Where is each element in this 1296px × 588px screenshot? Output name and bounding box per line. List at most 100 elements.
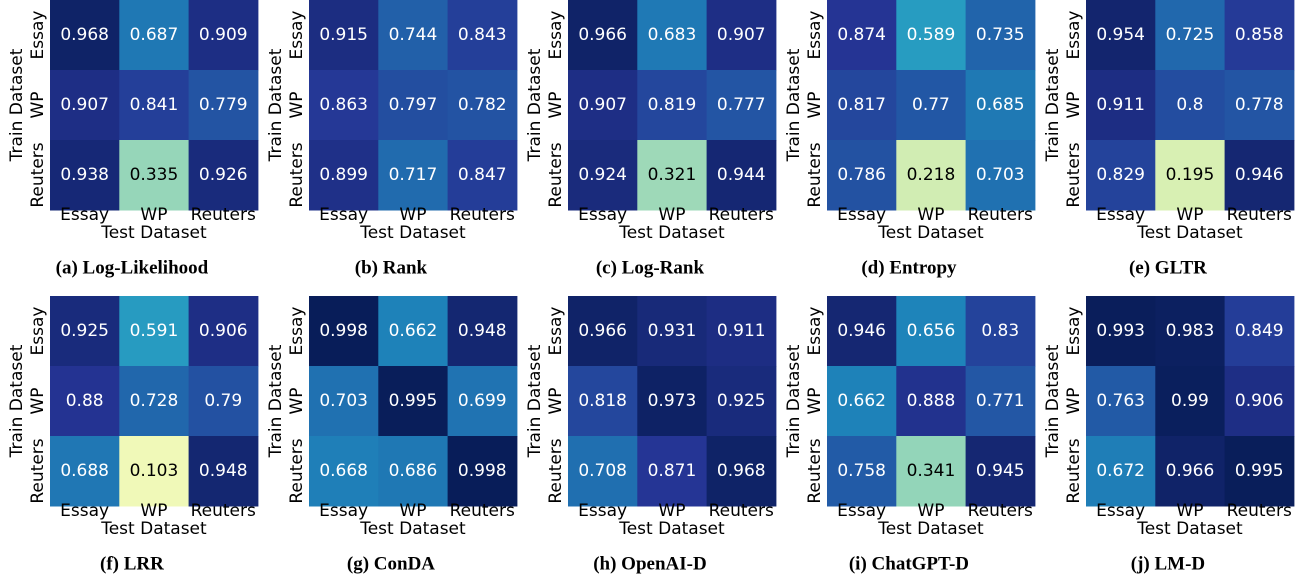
heatmap-cell [896, 296, 967, 367]
cell-label: 0.966 [1166, 461, 1215, 481]
heatmap-panel: 0.925 0.591 0.906 0.88 0.728 0.79 0.688 0.103 0.… [7, 296, 259, 574]
x-axis-label: Test Dataset [100, 223, 207, 243]
heatmap-cell [965, 0, 1036, 71]
heatmap-cell [827, 366, 897, 437]
x-tick-label: WP [140, 501, 167, 521]
heatmap-cell [50, 0, 120, 71]
cell-label: 0.817 [837, 95, 886, 115]
heatmap-cell [1086, 296, 1156, 367]
heatmap-cell [965, 366, 1036, 437]
x-tick-label: WP [658, 501, 685, 521]
heatmap-cell [827, 70, 897, 141]
cell-label: 0.8 [1176, 95, 1203, 115]
panel-caption: (g) ConDA [347, 553, 435, 574]
heatmap-cell [568, 0, 638, 71]
x-tick-label: WP [917, 501, 944, 521]
heatmap-cell [378, 140, 449, 211]
cell-label: 0.725 [1166, 25, 1215, 45]
heatmap-cell [188, 436, 259, 507]
x-axis-label: Test Dataset [359, 519, 466, 539]
x-tick-label: WP [658, 205, 685, 225]
cell-label: 0.946 [837, 321, 886, 341]
cell-label: 0.849 [1235, 321, 1284, 341]
y-tick-label: Essay [28, 307, 48, 356]
cell-label: 0.771 [976, 391, 1025, 411]
heatmap-cell [1155, 296, 1226, 367]
heatmap-cell [50, 366, 120, 437]
cell-label: 0.589 [907, 25, 956, 45]
heatmap-cell [637, 140, 708, 211]
panel-caption: (c) Log-Rank [596, 257, 705, 278]
heatmap-cell [188, 0, 259, 71]
heatmap-cell [637, 436, 708, 507]
panel-caption: (b) Rank [355, 257, 428, 278]
cell-label: 0.945 [976, 461, 1025, 481]
cell-label: 0.925 [60, 321, 109, 341]
heatmap-cell [965, 296, 1036, 367]
cell-label: 0.841 [130, 95, 179, 115]
x-tick-label: WP [1176, 501, 1203, 521]
x-axis-label: Test Dataset [618, 519, 725, 539]
y-tick-label: Essay [1064, 11, 1084, 60]
heatmap-cell [637, 366, 708, 437]
y-tick-label: Reuters [805, 142, 825, 207]
y-axis-label: Train Dataset [784, 48, 804, 162]
cell-label: 0.946 [1235, 165, 1284, 185]
cell-label: 0.218 [907, 165, 956, 185]
heatmap-cell [378, 296, 449, 367]
heatmap-cell [309, 140, 379, 211]
cell-label: 0.662 [837, 391, 886, 411]
y-axis-label: Train Dataset [525, 344, 545, 458]
x-axis-label: Test Dataset [100, 519, 207, 539]
heatmap-cell [706, 70, 777, 141]
x-tick-label: Essay [578, 501, 627, 521]
heatmap-cell [309, 0, 379, 71]
cell-label: 0.925 [717, 391, 766, 411]
cell-label: 0.786 [837, 165, 886, 185]
heatmap-cell [1155, 366, 1226, 437]
cell-label: 0.829 [1096, 165, 1145, 185]
heatmap-cell [637, 296, 708, 367]
x-tick-label: WP [399, 501, 426, 521]
y-tick-label: WP [1064, 387, 1084, 414]
cell-label: 0.973 [648, 391, 697, 411]
heatmap-cell [637, 70, 708, 141]
x-tick-label: WP [399, 205, 426, 225]
cell-label: 0.995 [389, 391, 438, 411]
heatmap-panel: 0.954 0.725 0.858 0.911 0.8 0.778 0.829 0.195 0.… [1043, 0, 1295, 278]
heatmap-cell [1086, 0, 1156, 71]
y-tick-label: WP [287, 387, 307, 414]
y-tick-label: WP [546, 91, 566, 118]
cell-label: 0.685 [976, 95, 1025, 115]
heatmap-cell [119, 0, 190, 71]
y-axis-label: Train Dataset [1043, 344, 1063, 458]
cell-label: 0.656 [907, 321, 956, 341]
cell-label: 0.668 [319, 461, 368, 481]
heatmap-cell [1086, 366, 1156, 437]
y-axis-label: Train Dataset [7, 344, 27, 458]
cell-label: 0.321 [648, 165, 697, 185]
heatmap-cell [378, 70, 449, 141]
y-tick-label: WP [28, 91, 48, 118]
heatmap-cell [188, 296, 259, 367]
heatmap-cell [119, 436, 190, 507]
cell-label: 0.735 [976, 25, 1025, 45]
cell-label: 0.708 [578, 461, 627, 481]
panel-caption: (a) Log-Likelihood [56, 257, 209, 278]
heatmap-cell [1086, 70, 1156, 141]
cell-label: 0.335 [130, 165, 179, 185]
cell-label: 0.777 [717, 95, 766, 115]
y-axis-label: Train Dataset [1043, 48, 1063, 162]
y-tick-label: Reuters [546, 142, 566, 207]
heatmap-cell [1155, 0, 1226, 71]
cell-label: 0.683 [648, 25, 697, 45]
heatmap-cell [447, 296, 518, 367]
x-tick-label: Essay [319, 205, 368, 225]
cell-label: 0.728 [130, 391, 179, 411]
y-tick-label: Essay [805, 307, 825, 356]
heatmap-cell [447, 0, 518, 71]
panel-caption: (h) OpenAI-D [593, 553, 706, 574]
y-tick-label: Essay [805, 11, 825, 60]
heatmap-cell [706, 0, 777, 71]
